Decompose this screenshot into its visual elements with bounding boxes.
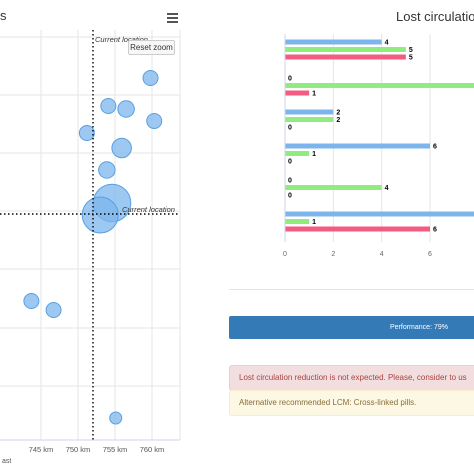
- x-tick-label: 745 km: [29, 445, 54, 454]
- bar-data-label: 1: [312, 91, 316, 98]
- alert-warning: Alternative recommended LCM: Cross-linke…: [229, 390, 474, 416]
- bubble-point[interactable]: [23, 293, 40, 309]
- current-location-label-v: Current location: [95, 35, 148, 44]
- bubble-point[interactable]: [100, 98, 117, 114]
- bar-data-label: 6: [433, 227, 437, 234]
- bubble-point[interactable]: [142, 70, 159, 86]
- bar-series-1[interactable]: [285, 185, 382, 190]
- bar-series-1[interactable]: [285, 151, 310, 156]
- bar-data-label: 0: [288, 159, 292, 166]
- alert-danger-text: Lost circulation reduction is not expect…: [239, 373, 467, 382]
- current-location-label-h: Current location: [122, 205, 175, 214]
- bar-data-label: 6: [433, 144, 437, 151]
- bar-data-label: 4: [385, 40, 389, 47]
- bar-data-label: 2: [336, 110, 340, 117]
- bar-data-label: 2: [336, 117, 340, 124]
- bar-series-0[interactable]: [285, 39, 382, 45]
- bar-data-label: 4: [385, 185, 389, 192]
- bar-series-1[interactable]: [285, 117, 334, 122]
- performance-label: Performance: 79%: [390, 324, 448, 331]
- bubble-point[interactable]: [111, 137, 132, 159]
- divider: [229, 289, 474, 290]
- bar-series-1[interactable]: [285, 219, 310, 224]
- bar-data-label: 5: [409, 47, 413, 54]
- bar-data-label: 0: [288, 193, 292, 200]
- bubble-point[interactable]: [78, 125, 95, 141]
- bar-data-label: 1: [312, 219, 316, 226]
- bar-data-label: 0: [288, 178, 292, 185]
- x-tick-label: 760 km: [140, 445, 165, 454]
- reset-zoom-button[interactable]: Reset zoom: [128, 40, 175, 55]
- x-axis-title-partial: ast: [2, 458, 11, 465]
- bar-data-label: 0: [288, 76, 292, 83]
- chart-menu-icon[interactable]: [167, 13, 178, 23]
- alert-danger: Lost circulation reduction is not expect…: [229, 365, 474, 391]
- x-tick-label: 0: [283, 251, 287, 258]
- bar-series-2[interactable]: [285, 90, 310, 96]
- bar-data-label: 0: [288, 125, 292, 132]
- bar-series-1[interactable]: [285, 83, 474, 88]
- bubble-point[interactable]: [81, 196, 119, 234]
- bubble-chart[interactable]: Current location Current location 745 km 75…: [0, 0, 185, 474]
- alert-warning-text: Alternative recommended LCM: Cross-linke…: [239, 398, 417, 407]
- bubble-point[interactable]: [117, 100, 135, 118]
- bar-series-0[interactable]: [285, 109, 334, 115]
- bar-series-0[interactable]: [285, 211, 474, 217]
- bar-series-2[interactable]: [285, 54, 406, 60]
- x-tick-label: 2: [331, 251, 335, 258]
- bubble-point[interactable]: [109, 411, 123, 425]
- x-tick-label: 6: [428, 251, 432, 258]
- bar-data-label: 5: [409, 55, 413, 62]
- bubble-point[interactable]: [45, 302, 62, 318]
- x-tick-label: 4: [380, 251, 384, 258]
- bubble-point[interactable]: [98, 161, 116, 179]
- bubble-point[interactable]: [146, 113, 163, 129]
- right-chart-title: Lost circulation: [396, 9, 474, 24]
- bar-series-0[interactable]: [285, 143, 430, 149]
- bar-data-label: 1: [312, 151, 316, 158]
- bar-series-1[interactable]: [285, 47, 406, 52]
- x-tick-label: 750 km: [66, 445, 91, 454]
- bar-series-2[interactable]: [285, 226, 430, 232]
- x-tick-label: 755 km: [103, 445, 128, 454]
- performance-progress-bar: Performance: 79%: [229, 316, 474, 339]
- left-chart-title: s: [0, 8, 7, 23]
